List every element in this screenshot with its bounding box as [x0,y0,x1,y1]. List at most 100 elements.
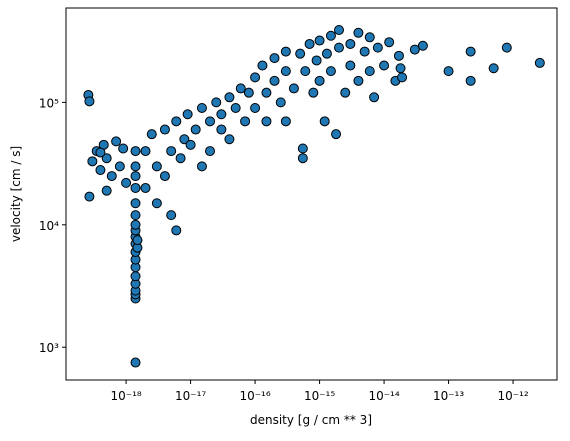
point [185,139,196,150]
point [488,63,499,74]
point [130,182,141,193]
point [465,46,476,57]
point [159,124,170,135]
point [364,32,375,43]
point [379,60,390,71]
point [280,66,291,77]
point [130,198,141,209]
point [409,44,420,55]
y-tick-label: 10⁵ [39,96,59,110]
point [130,271,141,282]
point [182,109,193,120]
point [240,116,251,127]
x-tick-label: 10⁻¹⁶ [239,389,270,403]
point [397,72,408,83]
point [196,102,207,113]
point [106,171,117,182]
point [314,75,325,86]
point [325,66,336,77]
point [261,116,272,127]
point [175,153,186,164]
point [308,87,319,98]
point [269,53,280,64]
x-tick-label: 10⁻¹⁷ [175,389,206,403]
point [190,124,201,135]
point [84,96,95,107]
point [333,42,344,53]
point [340,87,351,98]
point [130,146,141,157]
point [250,102,261,113]
point [166,210,177,221]
point [224,92,235,103]
x-tick-label: 10⁻¹⁴ [368,389,399,403]
point [130,171,141,182]
point [280,46,291,57]
point [534,57,545,68]
point [288,83,299,94]
point [372,42,383,53]
point [171,225,182,236]
point [331,129,342,140]
point [345,60,356,71]
point [295,48,306,59]
point [345,38,356,49]
y-tick-label: 10⁴ [39,219,59,233]
point [224,134,235,145]
point [359,46,370,57]
point [417,40,428,51]
point [179,134,190,145]
point [243,87,254,98]
point [314,35,325,46]
point [205,146,216,157]
point [166,146,177,157]
point [132,235,143,246]
point [300,66,311,77]
point [171,116,182,127]
point [297,153,308,164]
x-tick-label: 10⁻¹⁸ [110,389,141,403]
point [393,50,404,61]
x-tick-label: 10⁻¹³ [433,389,464,403]
point [130,210,141,221]
point [101,185,112,196]
point [140,182,151,193]
point [269,75,280,86]
point [369,92,380,103]
x-axis-label: density [g / cm ** 3] [250,413,372,427]
point [321,48,332,59]
y-axis-label: velocity [cm / s] [9,146,23,242]
point [304,38,315,49]
point [353,27,364,38]
point [151,198,162,209]
plot-frame [65,7,558,381]
point [364,66,375,77]
point [333,25,344,36]
point [101,153,112,164]
point [443,66,454,77]
point [257,60,268,71]
point [261,87,272,98]
x-tick-label: 10⁻¹⁵ [304,389,335,403]
point [297,143,308,154]
point [121,177,132,188]
point [395,63,406,74]
point [159,171,170,182]
y-tick-label: 10³ [39,341,59,355]
point [230,102,241,113]
point [325,30,336,41]
point [311,55,322,66]
point [130,161,141,172]
point [114,161,125,172]
point [146,129,157,140]
point [465,75,476,86]
point [140,146,151,157]
point [250,72,261,83]
point [280,116,291,127]
point [211,97,222,108]
point [501,42,512,53]
point [235,83,246,94]
point [87,156,98,167]
point [118,143,129,154]
